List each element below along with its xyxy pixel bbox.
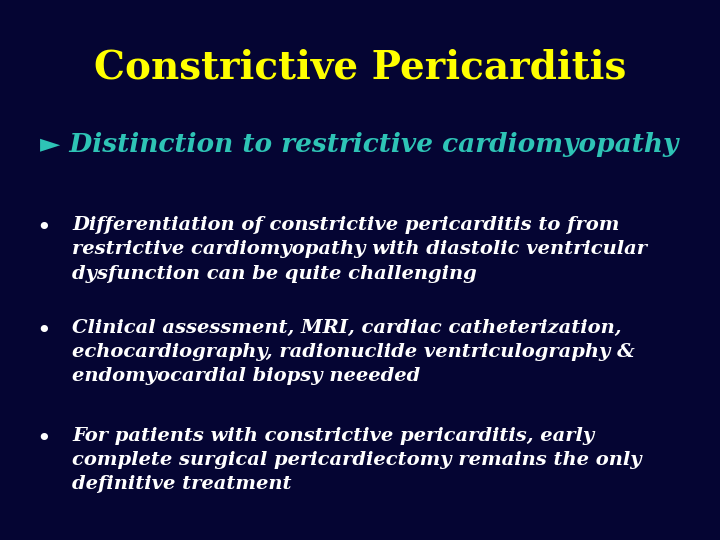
Text: •: • [36,216,50,240]
Text: •: • [36,319,50,342]
Text: Clinical assessment, MRI, cardiac catheterization,
echocardiography, radionuclid: Clinical assessment, MRI, cardiac cathet… [72,319,635,385]
Text: Differentiation of constrictive pericarditis to from
restrictive cardiomyopathy : Differentiation of constrictive pericard… [72,216,647,282]
Text: ► Distinction to restrictive cardiomyopathy: ► Distinction to restrictive cardiomyopa… [40,132,678,157]
Text: •: • [36,427,50,450]
Text: Constrictive Pericarditis: Constrictive Pericarditis [94,49,626,86]
Text: For patients with constrictive pericarditis, early
complete surgical pericardiec: For patients with constrictive pericardi… [72,427,642,493]
